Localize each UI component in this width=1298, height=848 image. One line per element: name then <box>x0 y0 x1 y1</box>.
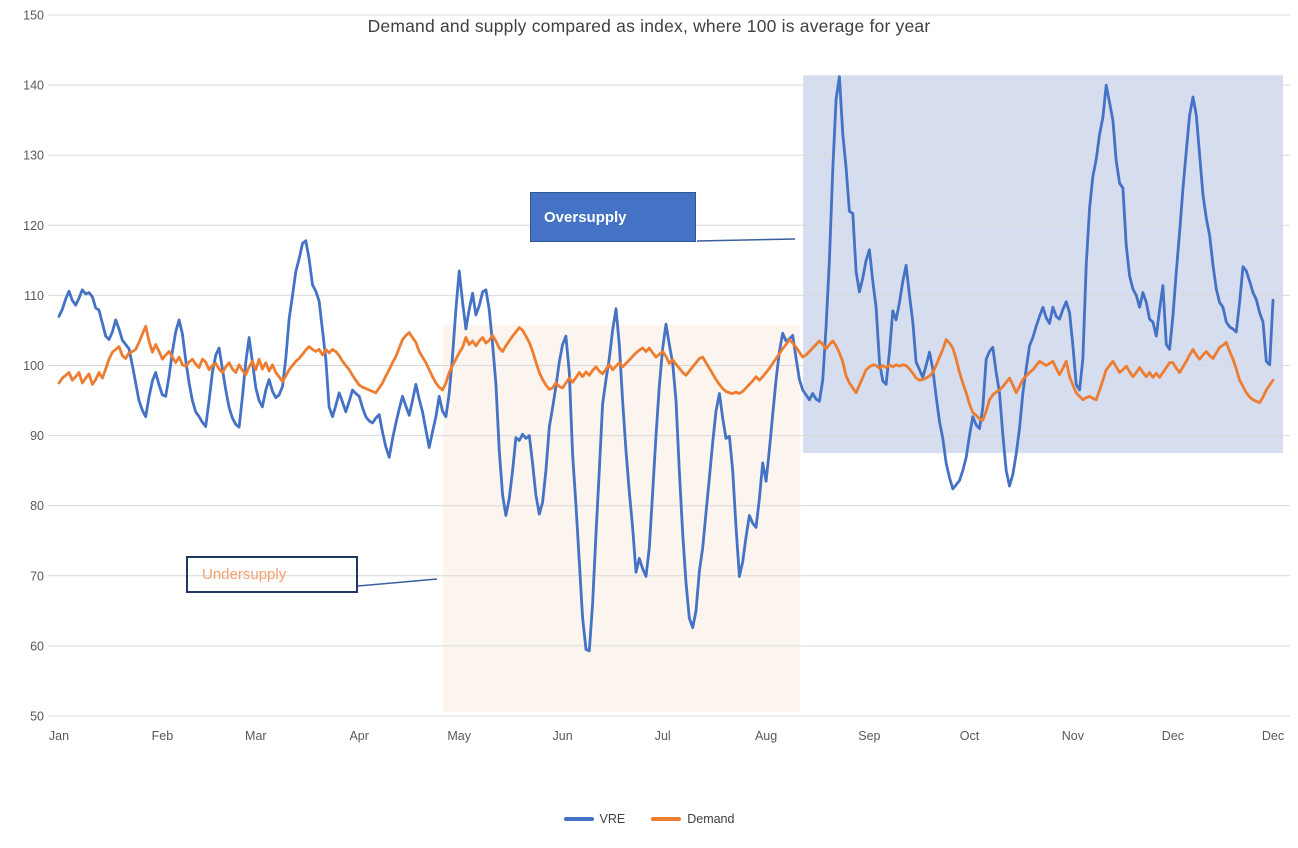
y-tick-label: 140 <box>23 79 44 93</box>
oversupply-region <box>803 75 1283 454</box>
x-tick-label: Oct <box>960 729 980 743</box>
series-line-vre[interactable] <box>57 75 1275 653</box>
y-tick-label: 120 <box>23 219 44 233</box>
x-tick-label: Dec <box>1162 729 1184 743</box>
x-tick-label: Apr <box>349 729 368 743</box>
y-tick-label: 90 <box>30 429 44 443</box>
y-tick-label: 110 <box>24 289 44 303</box>
y-tick-label: 150 <box>23 9 44 23</box>
y-tick-label: 70 <box>30 569 44 583</box>
legend-item-vre[interactable]: VRE <box>563 812 626 826</box>
undersupply-callout-label: Undersupply <box>202 566 287 583</box>
vre-line-swatch <box>563 817 594 821</box>
x-tick-label: Sep <box>858 729 880 743</box>
y-tick-label: 80 <box>30 499 44 513</box>
x-tick-label: May <box>447 729 471 743</box>
oversupply-callout-box[interactable]: Oversupply <box>530 192 696 242</box>
x-tick-label: Jul <box>655 729 671 743</box>
x-tick-label: Jan <box>49 729 69 743</box>
x-tick-label: Mar <box>245 729 267 743</box>
series-line-demand[interactable] <box>57 324 1275 422</box>
y-tick-label: 60 <box>30 639 44 653</box>
x-tick-label: Aug <box>755 729 777 743</box>
y-tick-label: 50 <box>30 710 44 724</box>
chart-title: Demand and supply compared as index, whe… <box>367 16 931 36</box>
legend-label-vre: VRE <box>599 812 626 826</box>
legend-label-demand: Demand <box>687 812 735 826</box>
x-tick-label: Nov <box>1062 729 1085 743</box>
chart-legend: VRE Demand <box>0 812 1298 826</box>
oversupply-callout-label: Oversupply <box>544 208 627 226</box>
y-tick-label: 130 <box>23 149 44 163</box>
legend-item-demand[interactable]: Demand <box>651 812 734 826</box>
y-tick-label: 100 <box>23 359 44 373</box>
x-tick-label: Feb <box>152 729 174 743</box>
callout-leader-line <box>696 238 796 242</box>
demand-line-swatch <box>651 817 682 821</box>
x-tick-label: Jun <box>553 729 573 743</box>
undersupply-callout-box[interactable]: Undersupply <box>186 556 358 593</box>
callout-leader-line <box>357 578 438 587</box>
x-tick-label: Dec <box>1262 729 1284 743</box>
